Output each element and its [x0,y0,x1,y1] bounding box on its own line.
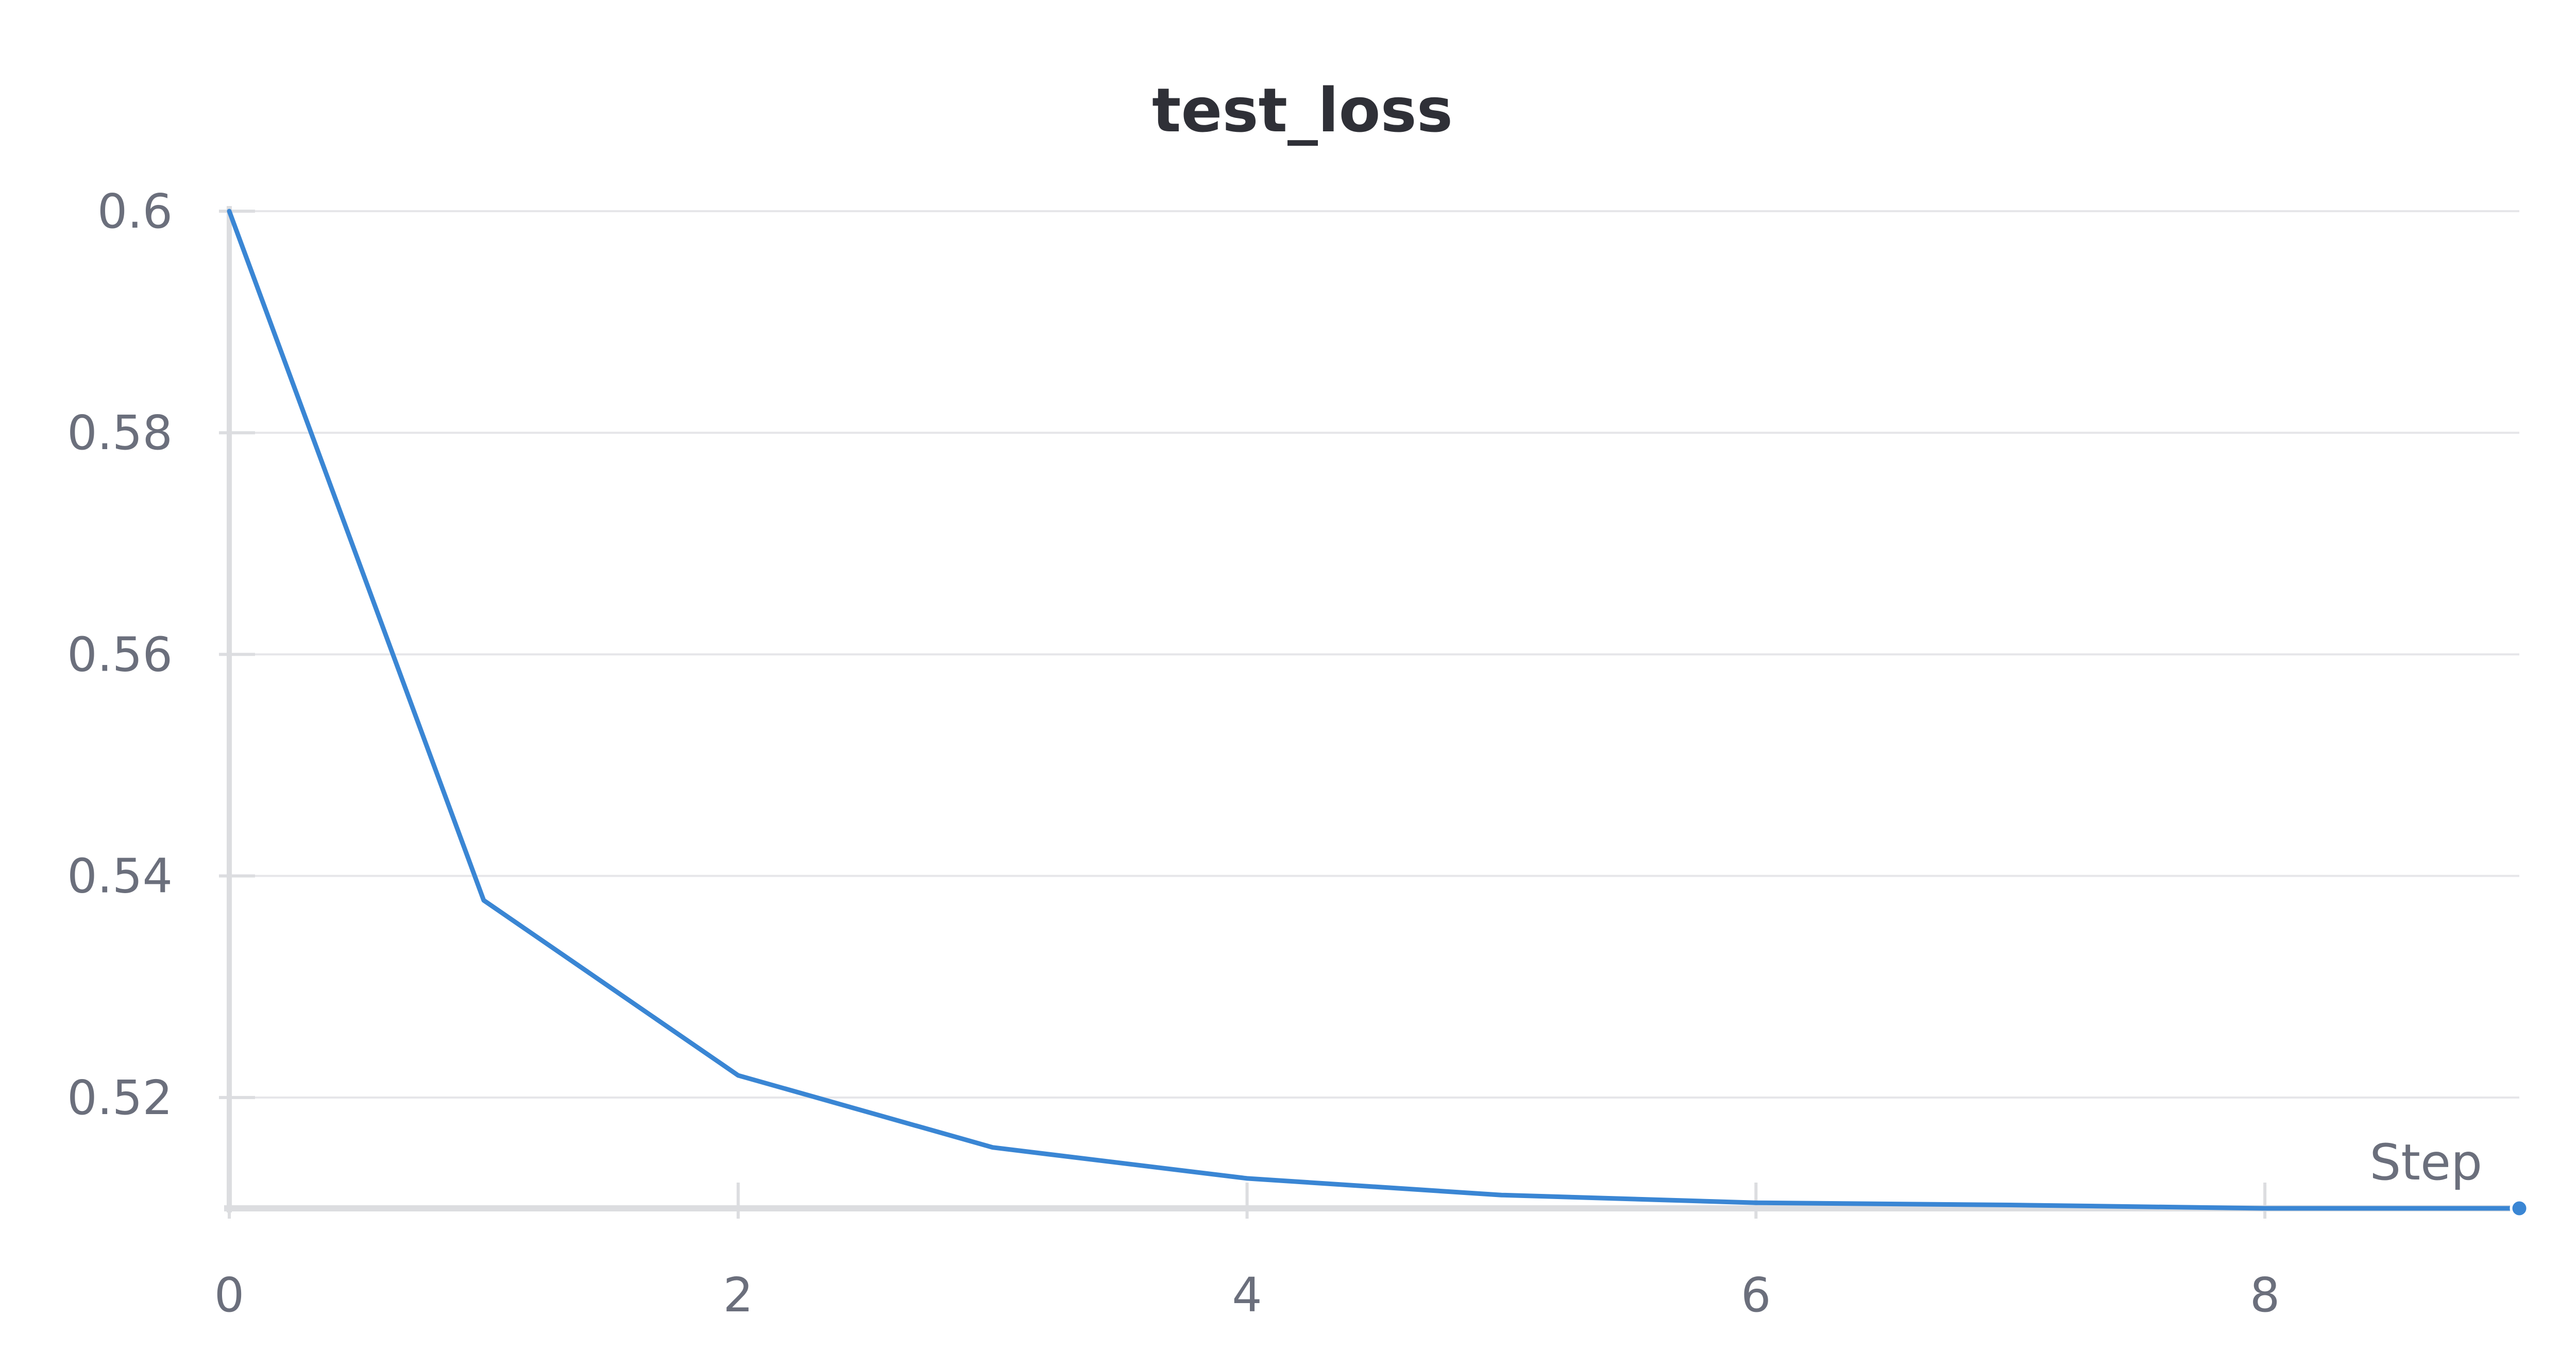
tick-labels: 0.6 0.58 0.56 0.54 0.52 0 2 4 6 8 [67,184,2280,1323]
axes [219,206,2519,1219]
series-line [227,209,2522,1211]
y-tick-label: 0.6 [97,184,173,239]
x-tick-label: 4 [1232,1268,1262,1323]
y-tick-label: 0.58 [67,405,173,460]
chart-title: test_loss [1152,75,1453,146]
x-tick-label: 0 [214,1268,245,1323]
y-tick-label: 0.52 [67,1070,173,1125]
x-tick-label: 8 [2250,1268,2280,1323]
x-tick-label: 6 [1741,1268,1771,1323]
grid-lines [229,210,2519,1099]
y-tick-label: 0.56 [67,627,173,682]
series-layer [227,209,2529,1218]
x-axis-label: Step [2369,1134,2482,1191]
x-tick-label: 2 [723,1268,754,1323]
y-tick-label: 0.54 [67,849,173,904]
series-end-point [2510,1199,2529,1218]
